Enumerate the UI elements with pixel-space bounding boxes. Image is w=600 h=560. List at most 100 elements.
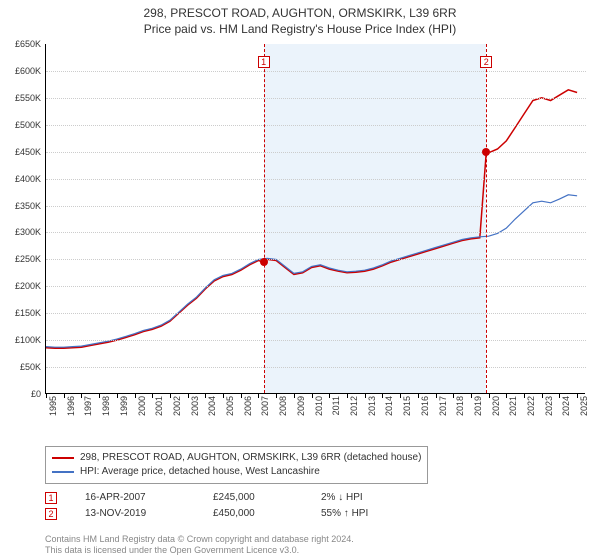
- plot-canvas: 12: [45, 44, 585, 394]
- sales-row: 1 16-APR-2007 £245,000 2% ↓ HPI: [45, 490, 421, 506]
- sale-diff: 2% ↓ HPI: [321, 490, 421, 506]
- ytick-label: £450K: [1, 147, 41, 157]
- titles: 298, PRESCOT ROAD, AUGHTON, ORMSKIRK, L3…: [0, 0, 600, 37]
- gridline: [46, 125, 586, 126]
- ytick-label: £600K: [1, 66, 41, 76]
- gridline: [46, 232, 586, 233]
- xtick-label: 2014: [384, 396, 394, 416]
- xtick-label: 2022: [526, 396, 536, 416]
- xtick-label: 2004: [207, 396, 217, 416]
- sale-dot: [482, 148, 490, 156]
- ytick-label: £650K: [1, 39, 41, 49]
- gridline: [46, 313, 586, 314]
- xtick-label: 2021: [508, 396, 518, 416]
- xtick: [524, 394, 525, 398]
- attribution: Contains HM Land Registry data © Crown c…: [45, 534, 354, 556]
- xtick-label: 2015: [402, 396, 412, 416]
- xtick: [542, 394, 543, 398]
- gridline: [46, 206, 586, 207]
- ytick-label: £100K: [1, 335, 41, 345]
- gridline: [46, 367, 586, 368]
- chart-area: 12 £0£50K£100K£150K£200K£250K£300K£350K£…: [45, 44, 585, 414]
- xtick: [400, 394, 401, 398]
- xtick-label: 2010: [314, 396, 324, 416]
- sale-date: 16-APR-2007: [85, 490, 185, 506]
- xtick: [241, 394, 242, 398]
- title-main: 298, PRESCOT ROAD, AUGHTON, ORMSKIRK, L3…: [0, 6, 600, 22]
- xtick-label: 2000: [137, 396, 147, 416]
- xtick-label: 2018: [455, 396, 465, 416]
- title-sub: Price paid vs. HM Land Registry's House …: [0, 22, 600, 38]
- ytick-label: £550K: [1, 93, 41, 103]
- sale-vline: [264, 44, 265, 393]
- ytick-label: £300K: [1, 227, 41, 237]
- xtick: [312, 394, 313, 398]
- xtick: [347, 394, 348, 398]
- xtick-label: 2012: [349, 396, 359, 416]
- ytick-label: £200K: [1, 281, 41, 291]
- xtick: [276, 394, 277, 398]
- xtick-label: 2008: [278, 396, 288, 416]
- xtick: [117, 394, 118, 398]
- xtick: [294, 394, 295, 398]
- xtick-label: 2016: [420, 396, 430, 416]
- ytick-label: £50K: [1, 362, 41, 372]
- xtick-label: 2017: [438, 396, 448, 416]
- ytick-label: £0: [1, 389, 41, 399]
- series-price_paid: [46, 90, 577, 348]
- xtick-label: 2019: [473, 396, 483, 416]
- xtick: [489, 394, 490, 398]
- xtick-label: 2007: [260, 396, 270, 416]
- legend-item: 298, PRESCOT ROAD, AUGHTON, ORMSKIRK, L3…: [52, 451, 421, 465]
- gridline: [46, 179, 586, 180]
- xtick-label: 2023: [544, 396, 554, 416]
- gridline: [46, 259, 586, 260]
- sale-index-box: 1: [45, 492, 57, 504]
- sales-row: 2 13-NOV-2019 £450,000 55% ↑ HPI: [45, 506, 421, 522]
- xtick: [135, 394, 136, 398]
- xtick-label: 2003: [190, 396, 200, 416]
- xtick-label: 2002: [172, 396, 182, 416]
- ytick-label: £500K: [1, 120, 41, 130]
- xtick: [577, 394, 578, 398]
- xtick: [64, 394, 65, 398]
- sale-price: £245,000: [213, 490, 293, 506]
- legend-item: HPI: Average price, detached house, West…: [52, 465, 421, 479]
- xtick: [223, 394, 224, 398]
- ytick-label: £250K: [1, 254, 41, 264]
- xtick-label: 2009: [296, 396, 306, 416]
- ytick-label: £350K: [1, 201, 41, 211]
- attribution-line: Contains HM Land Registry data © Crown c…: [45, 534, 354, 545]
- xtick-label: 2006: [243, 396, 253, 416]
- line-series-svg: [46, 44, 586, 394]
- ytick-label: £150K: [1, 308, 41, 318]
- sale-index-box: 2: [45, 508, 57, 520]
- legend: 298, PRESCOT ROAD, AUGHTON, ORMSKIRK, L3…: [45, 446, 428, 484]
- xtick-label: 2001: [154, 396, 164, 416]
- attribution-line: This data is licensed under the Open Gov…: [45, 545, 354, 556]
- legend-label: 298, PRESCOT ROAD, AUGHTON, ORMSKIRK, L3…: [80, 451, 421, 465]
- xtick: [418, 394, 419, 398]
- xtick-label: 1996: [66, 396, 76, 416]
- xtick-label: 1999: [119, 396, 129, 416]
- xtick-label: 1997: [83, 396, 93, 416]
- sale-marker-box: 2: [480, 56, 492, 68]
- gridline: [46, 286, 586, 287]
- xtick: [471, 394, 472, 398]
- xtick-label: 1995: [48, 396, 58, 416]
- series-hpi: [46, 195, 577, 347]
- sale-marker-box: 1: [258, 56, 270, 68]
- sale-price: £450,000: [213, 506, 293, 522]
- xtick-label: 2005: [225, 396, 235, 416]
- sale-date: 13-NOV-2019: [85, 506, 185, 522]
- gridline: [46, 152, 586, 153]
- ytick-label: £400K: [1, 174, 41, 184]
- xtick: [46, 394, 47, 398]
- xtick-label: 2013: [367, 396, 377, 416]
- legend-swatch: [52, 471, 74, 473]
- xtick-label: 2024: [561, 396, 571, 416]
- sale-dot: [260, 258, 268, 266]
- gridline: [46, 340, 586, 341]
- legend-swatch: [52, 457, 74, 459]
- sales-table: 1 16-APR-2007 £245,000 2% ↓ HPI 2 13-NOV…: [45, 490, 421, 522]
